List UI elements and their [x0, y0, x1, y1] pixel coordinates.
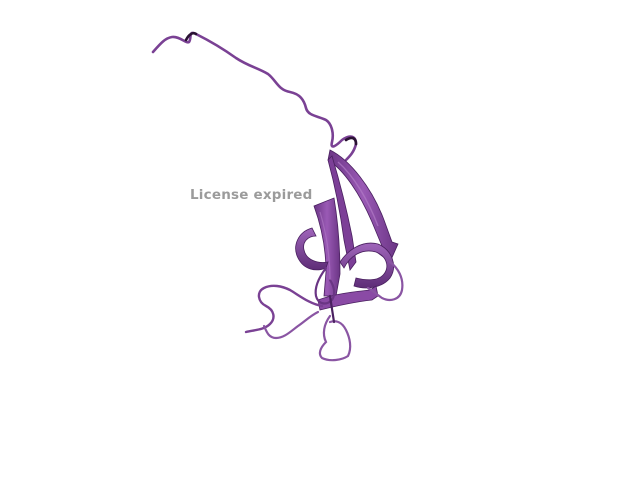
loop-bottom [318, 314, 352, 362]
n-terminal-loop [151, 31, 358, 162]
loop-bottom-left [244, 284, 324, 334]
license-watermark: License expired [190, 187, 313, 203]
beta-strand-2 [327, 155, 357, 271]
loop-right [366, 260, 404, 301]
loop-center [314, 266, 336, 305]
alpha-helix-1 [295, 227, 329, 271]
alpha-helix-2 [339, 242, 394, 289]
loop-bottom-mid [262, 310, 320, 340]
